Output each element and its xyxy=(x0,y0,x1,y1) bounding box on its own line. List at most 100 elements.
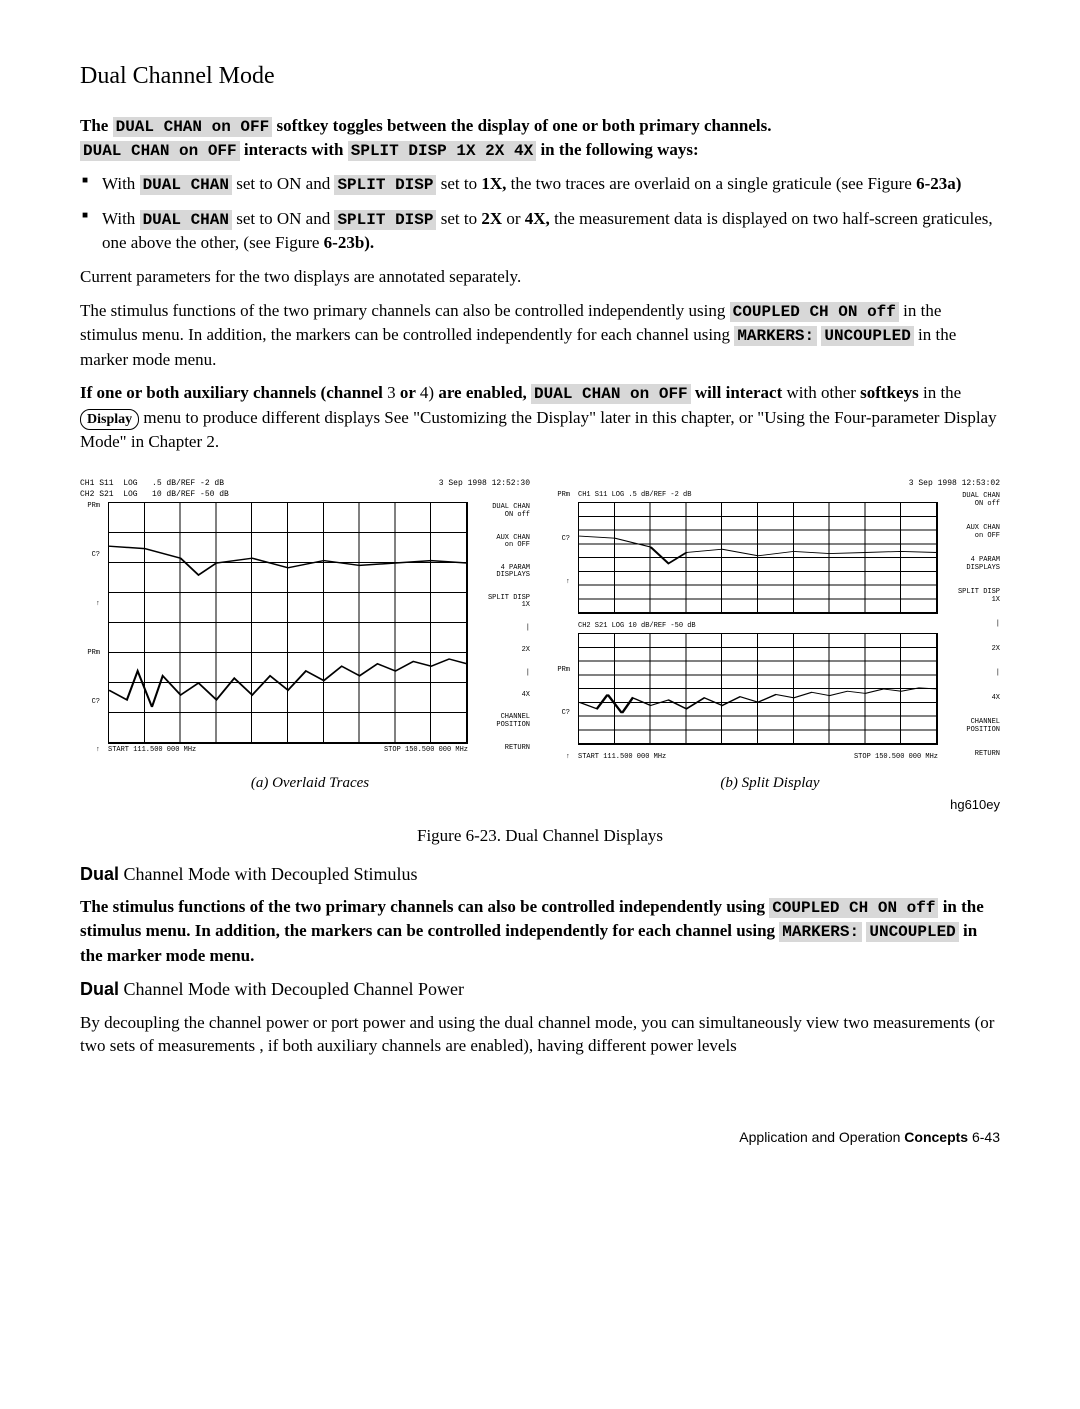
figure-b: 3 Sep 1998 12:53:02 PRm C? ↑ PRm C? ↑ CH… xyxy=(550,478,1000,763)
graticule-top xyxy=(578,502,938,614)
menu-item: RETURN xyxy=(944,751,1000,759)
text: Dual xyxy=(80,864,119,884)
softkey-dual-chan-on-off: DUAL CHAN on OFF xyxy=(80,141,240,161)
softkey-coupled: COUPLED CH ON off xyxy=(730,302,899,322)
graticule-overlaid xyxy=(108,502,468,744)
text: set to xyxy=(436,174,481,193)
menu-item: SPLIT DISP 1X xyxy=(944,589,1000,604)
text: 6-23b). xyxy=(324,233,375,252)
text: With xyxy=(102,209,140,228)
menu-item: AUX CHAN on OFF xyxy=(474,535,530,550)
figure-code: hg610ey xyxy=(80,796,1000,814)
text: The stimulus functions of the two primar… xyxy=(80,301,730,320)
text: with other xyxy=(787,383,861,402)
text: Channel Mode with Decoupled Channel Powe… xyxy=(119,979,464,999)
text: will interact xyxy=(691,383,783,402)
label: PRm xyxy=(550,491,570,501)
menu-item: SPLIT DISP 1X xyxy=(474,595,530,610)
fig-header-right: 3 Sep 1998 12:53:02 xyxy=(909,478,1000,489)
label: PRm xyxy=(550,666,570,676)
softkey-markers: MARKERS: xyxy=(734,326,817,346)
label: ↑ xyxy=(80,746,100,756)
text: Concepts xyxy=(904,1129,968,1145)
label: PRm xyxy=(80,649,100,659)
left-labels: PRm C? ↑ PRm C? ↑ xyxy=(550,491,572,762)
label: ↑ xyxy=(550,753,570,763)
text: 4) xyxy=(420,383,434,402)
label: C? xyxy=(80,698,100,708)
figure-row: CH1 S11 LOG .5 dB/REF -2 dB CH2 S21 LOG … xyxy=(80,478,1000,763)
menu-item: 2X xyxy=(944,646,1000,654)
text: 4X, xyxy=(525,209,550,228)
figure-captions: (a) Overlaid Traces (b) Split Display xyxy=(80,773,1000,794)
softkey-split-disp: SPLIT DISP 1X 2X 4X xyxy=(348,141,536,161)
softkey-dual-chan-on-off: DUAL CHAN on OFF xyxy=(531,384,691,404)
menu-item: 4X xyxy=(944,695,1000,703)
menu-item: 2X xyxy=(474,647,530,655)
axis-start: START 111.500 000 MHz xyxy=(108,746,196,756)
page-title: Dual Channel Mode xyxy=(80,60,1000,94)
paragraph: The stimulus functions of the two primar… xyxy=(80,299,1000,372)
left-labels: PRm C? ↑ PRm C? ↑ xyxy=(80,502,102,756)
menu-item: CHANNEL POSITION xyxy=(474,714,530,729)
text: in the xyxy=(919,383,962,402)
figure-a: CH1 S11 LOG .5 dB/REF -2 dB CH2 S21 LOG … xyxy=(80,478,530,763)
ch-label: CH1 S11 LOG .5 dB/REF -2 dB xyxy=(578,491,938,501)
text: in the following ways: xyxy=(536,140,698,159)
softkey-menu: DUAL CHAN ON off AUX CHAN on OFF 4 PARAM… xyxy=(944,491,1000,762)
menu-item: 4 PARAM DISPLAYS xyxy=(474,565,530,580)
list-item: With DUAL CHAN set to ON and SPLIT DISP … xyxy=(80,207,1000,255)
text: softkey toggles between the display of o… xyxy=(272,116,771,135)
text: 3 xyxy=(387,383,396,402)
menu-item: DUAL CHAN ON off xyxy=(944,493,1000,508)
text: or xyxy=(396,383,420,402)
text: 1X, xyxy=(481,174,506,193)
softkey-markers: MARKERS: xyxy=(779,922,862,942)
fig-header-right: 3 Sep 1998 12:52:30 xyxy=(439,478,530,500)
menu-item: 4 PARAM DISPLAYS xyxy=(944,557,1000,572)
text: Application and Operation xyxy=(739,1129,904,1145)
text: The xyxy=(80,116,113,135)
menu-item: AUX CHAN on OFF xyxy=(944,525,1000,540)
paragraph: By decoupling the channel power or port … xyxy=(80,1011,1000,1059)
menu-item: CHANNEL POSITION xyxy=(944,719,1000,734)
text: set to ON and xyxy=(232,174,334,193)
text: If one or both auxiliary channels (chann… xyxy=(80,383,387,402)
text: The stimulus functions of the two primar… xyxy=(80,897,769,916)
softkey-uncoupled: UNCOUPLED xyxy=(866,922,958,942)
softkey-split-disp: SPLIT DISP xyxy=(334,175,436,195)
text: set to ON and xyxy=(232,209,334,228)
label: C? xyxy=(550,535,570,545)
text: softkeys xyxy=(860,383,919,402)
display-key: Display xyxy=(80,409,139,431)
label: ↑ xyxy=(550,578,570,588)
text: interacts with xyxy=(240,140,348,159)
ch-label: CH2 S21 LOG 10 dB/REF -50 dB xyxy=(578,622,938,632)
label: C? xyxy=(80,551,100,561)
softkey-dual-chan: DUAL CHAN xyxy=(140,175,232,195)
axis-start: START 111.500 000 MHz xyxy=(578,753,666,763)
text: With xyxy=(102,174,140,193)
text: 6-23a) xyxy=(916,174,961,193)
softkey-coupled: COUPLED CH ON off xyxy=(769,898,938,918)
menu-item: RETURN xyxy=(474,745,530,753)
label: PRm xyxy=(80,502,100,512)
softkey-split-disp: SPLIT DISP xyxy=(334,210,436,230)
label: ↑ xyxy=(80,600,100,610)
menu-item: DUAL CHAN ON off xyxy=(474,504,530,519)
paragraph: If one or both auxiliary channels (chann… xyxy=(80,381,1000,454)
softkey-dual-chan-on-off: DUAL CHAN on OFF xyxy=(113,117,273,137)
caption-a: (a) Overlaid Traces xyxy=(80,773,540,794)
page-footer: Application and Operation Concepts 6-43 xyxy=(80,1128,1000,1148)
softkey-uncoupled: UNCOUPLED xyxy=(821,326,913,346)
caption-b: (b) Split Display xyxy=(540,773,1000,794)
menu-item: 4X xyxy=(474,692,530,700)
label: C? xyxy=(550,709,570,719)
text: set to xyxy=(436,209,481,228)
text: Channel Mode with Decoupled Stimulus xyxy=(119,864,417,884)
graticule-bottom xyxy=(578,633,938,745)
text: the two traces are overlaid on a single … xyxy=(506,174,916,193)
softkey-menu: DUAL CHAN ON off AUX CHAN on OFF 4 PARAM… xyxy=(474,502,530,756)
text: are enabled, xyxy=(434,383,531,402)
list-item: With DUAL CHAN set to ON and SPLIT DISP … xyxy=(80,172,1000,196)
